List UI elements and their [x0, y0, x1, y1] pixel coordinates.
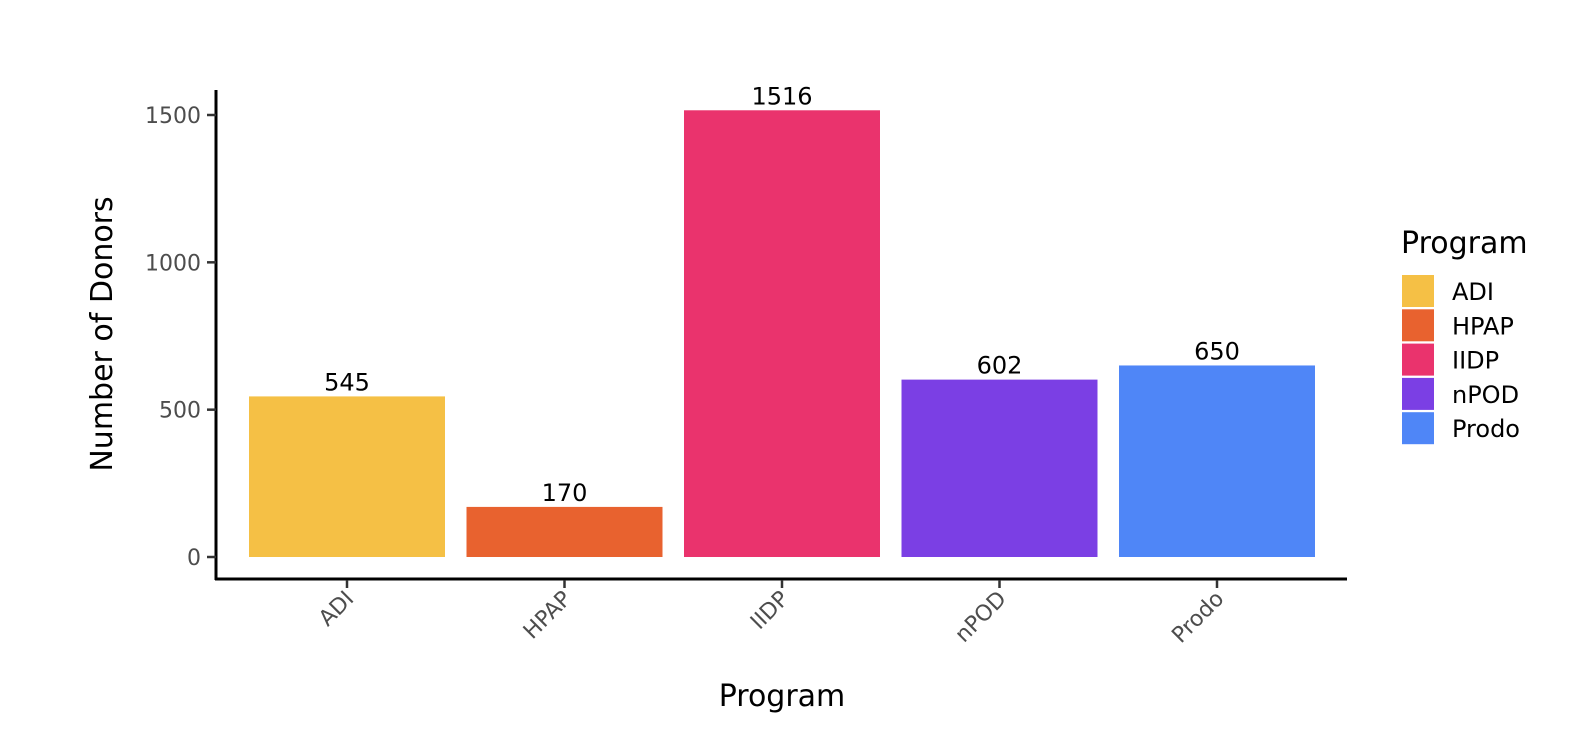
legend-swatch-iidp [1402, 343, 1434, 376]
legend: Program ADI HPAP IIDP nPOD Prodo [1401, 226, 1528, 445]
x-tick-label: Prodo [1167, 587, 1229, 649]
x-tick-label: IIDP [746, 587, 794, 635]
legend-swatch-npod [1402, 377, 1434, 410]
legend-title: Program [1401, 226, 1528, 261]
x-axis-title: Program [719, 679, 846, 714]
y-ticks: 0 500 1000 1500 [145, 104, 216, 571]
bar-iidp [684, 110, 880, 557]
bar-value-label: 545 [324, 368, 370, 396]
legend-label: nPOD [1452, 381, 1519, 409]
bar-npod [901, 379, 1098, 557]
legend-label: ADI [1452, 278, 1494, 306]
legend-swatch-hpap [1402, 309, 1434, 342]
y-tick-label: 1500 [145, 104, 201, 129]
y-tick-label: 0 [187, 546, 201, 571]
x-tick-label: ADI [314, 587, 359, 632]
bar-adi [249, 396, 445, 557]
bar-value-label: 602 [977, 352, 1023, 380]
legend-swatch-adi [1402, 275, 1434, 307]
bar-value-labels: 545 170 1516 602 650 [324, 82, 1240, 507]
y-axis-title: Number of Donors [85, 196, 120, 471]
bars-group [249, 110, 1315, 557]
bar-hpap [466, 506, 663, 557]
bar-value-label: 650 [1194, 337, 1240, 365]
bar-value-label: 1516 [751, 82, 812, 110]
x-ticks: ADI HPAP IIDP nPOD Prodo [314, 580, 1229, 648]
y-tick-label: 500 [159, 399, 201, 424]
y-tick-label: 1000 [145, 251, 201, 276]
bar-value-label: 170 [542, 479, 588, 507]
x-tick-label: nPOD [951, 587, 1012, 648]
legend-label: HPAP [1452, 312, 1514, 340]
legend-swatch-prodo [1402, 412, 1434, 445]
legend-label: Prodo [1452, 415, 1520, 443]
bar-prodo [1119, 365, 1315, 557]
legend-label: IIDP [1452, 347, 1499, 375]
x-tick-label: HPAP [519, 587, 577, 645]
